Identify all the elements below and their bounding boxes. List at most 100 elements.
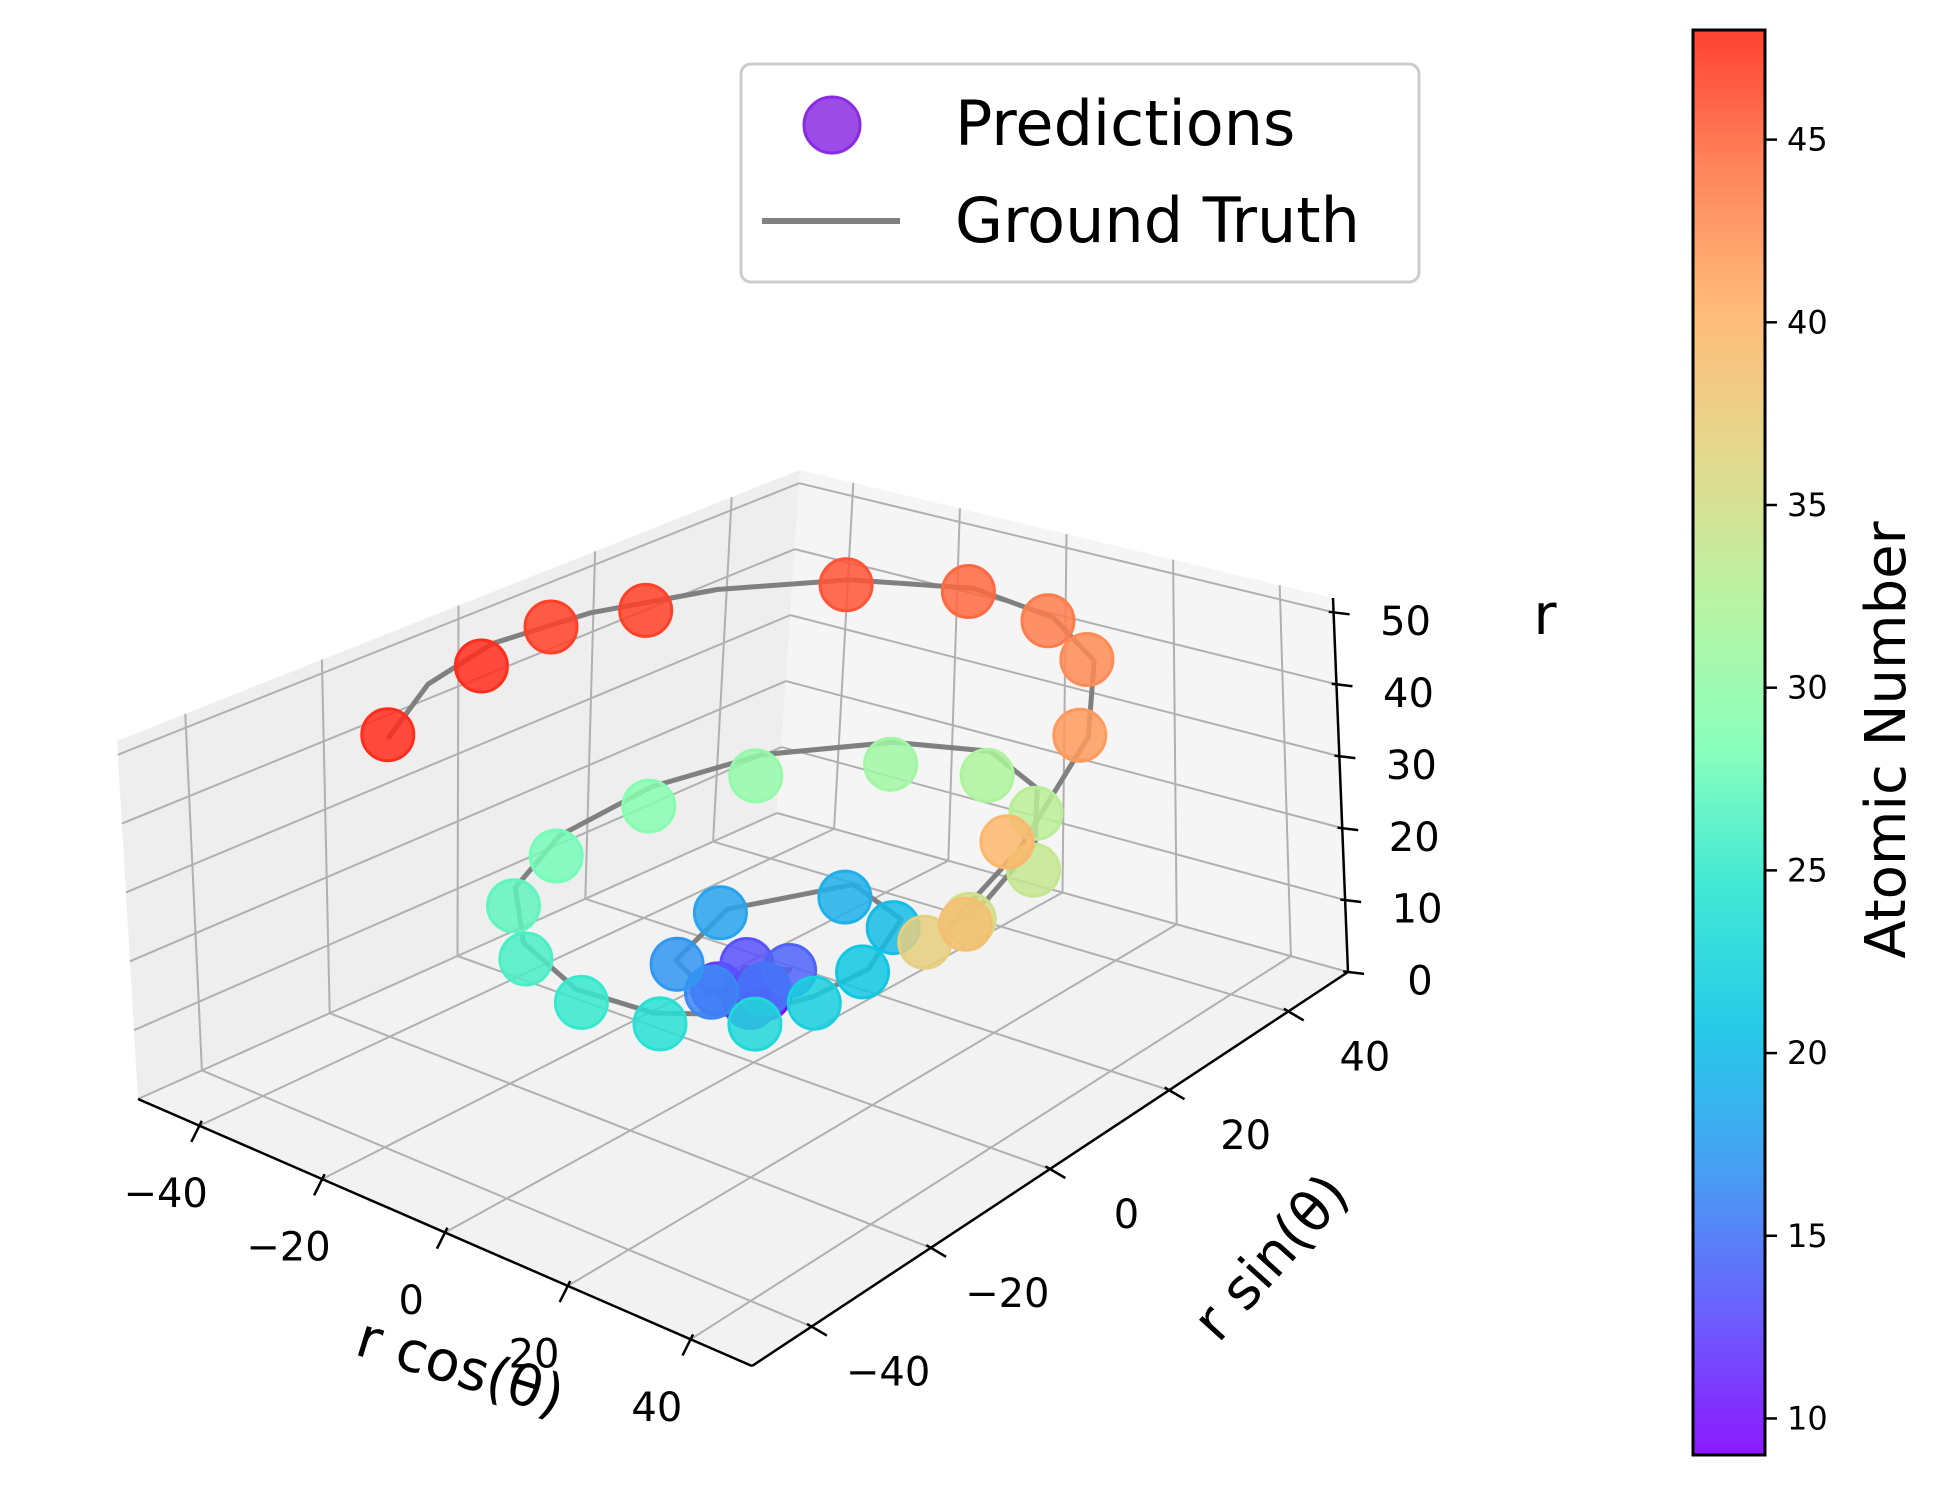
x-tick-label: −20 [246, 1225, 330, 1271]
z-tick-label: 30 [1386, 743, 1437, 789]
prediction-point [621, 778, 677, 834]
prediction-point [786, 975, 842, 1031]
x-tick-mark [190, 1120, 203, 1143]
colorbar-ticks: 10 15 20 25 30 35 40 45 [1765, 121, 1828, 1437]
y-tick-mark [1163, 1086, 1186, 1101]
grid-line [117, 482, 800, 756]
prediction-point [727, 996, 783, 1052]
prediction-point [863, 736, 919, 792]
z-tick-label: 20 [1389, 815, 1440, 861]
x-tick-mark [681, 1333, 695, 1357]
grid-line [584, 551, 597, 899]
prediction-point [940, 564, 996, 619]
z-tick-mark [1328, 610, 1350, 616]
legend-label-predictions: Predictions [955, 87, 1295, 160]
colorbar: 10 15 20 25 30 35 40 45 Atomic Number [1691, 28, 1919, 1457]
colorbar-tick-label: 30 [1787, 669, 1828, 707]
grid-line [790, 614, 1340, 758]
colorbar-tick-label: 35 [1787, 486, 1828, 524]
y-tick-label: −40 [846, 1350, 930, 1396]
y-tick-label: −20 [965, 1271, 1049, 1317]
colorbar-label: Atomic Number [1854, 520, 1919, 958]
z-tick-label: 40 [1383, 671, 1434, 717]
grid-line [776, 812, 1349, 973]
z-tick-mark [1334, 754, 1356, 760]
grid-line [1172, 559, 1178, 925]
legend-label-ground-truth: Ground Truth [955, 184, 1360, 257]
x-tick-label: −40 [123, 1171, 207, 1217]
x-tick-label: 40 [631, 1385, 682, 1431]
floor-pane [138, 813, 1348, 1366]
prediction-point [817, 869, 873, 925]
grid-line [184, 713, 203, 1071]
prediction-point [486, 878, 541, 934]
prediction-point [649, 936, 705, 992]
y-tick-label: 0 [1114, 1192, 1139, 1238]
prediction-point [523, 599, 579, 655]
prediction-point [618, 582, 674, 638]
prediction-point [728, 748, 784, 804]
z-tick-mark [1343, 970, 1365, 976]
prediction-point [632, 996, 688, 1052]
prediction-point [1020, 593, 1076, 649]
z-tick-mark [1337, 826, 1359, 832]
y-tick-label: 20 [1220, 1113, 1271, 1159]
z-tick-label: 10 [1392, 887, 1443, 933]
grid-line [129, 680, 787, 963]
y-axis-label: r sin(θ) [1181, 1162, 1362, 1353]
colorbar-tick-label: 25 [1787, 851, 1828, 889]
grid-line [137, 812, 778, 1100]
y-tick-mark [925, 1244, 947, 1258]
grid-line [125, 614, 791, 894]
prediction-point [1059, 632, 1115, 687]
y-tick-mark [1044, 1165, 1066, 1180]
grid-lines [117, 482, 1349, 1341]
x-tick-label: 20 [509, 1331, 560, 1377]
grid-line [329, 1012, 932, 1249]
prediction-point [959, 747, 1015, 803]
colorbar-tick-label: 40 [1787, 303, 1828, 341]
grid-line [798, 482, 1334, 614]
colorbar-tick-label: 45 [1787, 121, 1828, 159]
x-tick-mark [312, 1173, 326, 1196]
prediction-point [979, 814, 1035, 870]
grid-line [1278, 585, 1292, 957]
z-axis-label: r [1533, 583, 1557, 648]
y-tick-label: 40 [1339, 1034, 1390, 1080]
prediction-point [553, 974, 609, 1030]
legend-marker-predictions [802, 95, 862, 155]
colorbar-tick-label: 20 [1787, 1034, 1828, 1072]
x-tick-label: 0 [399, 1278, 424, 1324]
prediction-point [360, 707, 416, 763]
grid-line [201, 1069, 812, 1328]
prediction-point [692, 885, 748, 941]
x-tick-mark [558, 1280, 572, 1303]
z-tick-label: 0 [1407, 959, 1432, 1005]
x-axis-label: r cos(θ) [349, 1305, 572, 1429]
prediction-point [938, 896, 994, 952]
z-tick-label: 50 [1380, 599, 1431, 645]
legend: Predictions Ground Truth [739, 62, 1421, 284]
colorbar-tick-label: 15 [1787, 1217, 1828, 1255]
y-tick-mark [806, 1322, 828, 1337]
tick-marks: −40 −20 0 20 40 −40 −20 0 20 40 0 10 20 30 40 50 [123, 599, 1442, 1431]
prediction-point [1052, 707, 1108, 763]
y-tick-mark [1283, 1007, 1305, 1022]
grid-line [833, 482, 855, 829]
grid-line [320, 659, 331, 1014]
prediction-points [360, 557, 1115, 1052]
x-tick-mark [435, 1227, 449, 1250]
z-axis-line [1331, 597, 1350, 973]
prediction-point [528, 828, 584, 884]
prediction-point [835, 944, 891, 1000]
z-tick-mark [1340, 898, 1362, 904]
z-tick-mark [1331, 682, 1353, 688]
legend-frame [739, 62, 1421, 284]
prediction-point [818, 557, 874, 613]
colorbar-gradient [1691, 28, 1767, 1457]
grid-line [712, 840, 1289, 1013]
colorbar-tick-label: 10 [1787, 1399, 1828, 1437]
prediction-point [498, 931, 554, 987]
grid-line [712, 497, 733, 842]
